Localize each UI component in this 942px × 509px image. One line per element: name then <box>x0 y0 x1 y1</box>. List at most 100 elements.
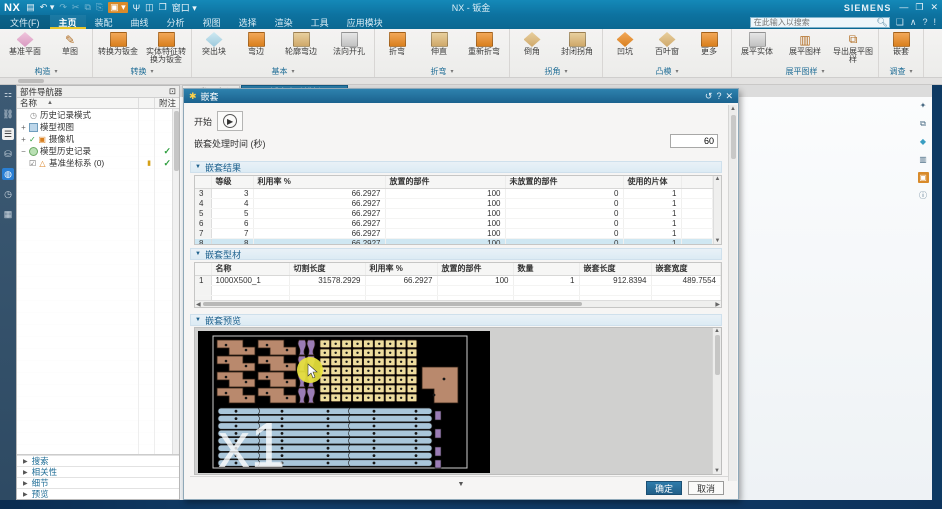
ribbon-button-dimple[interactable]: 凹坑 <box>606 31 644 56</box>
preview-scrollbar[interactable]: ▲ ▼ <box>712 328 721 474</box>
ok-button[interactable]: 确定 <box>645 481 682 495</box>
checkbox-icon[interactable]: ☑ <box>29 158 37 168</box>
table-row[interactable]: 5 5 66.2927 100 0 1 <box>195 208 713 219</box>
group-dialog-launcher-icon[interactable]: ▾ <box>564 69 568 75</box>
tree-item-cameras[interactable]: + ✓ ▣ 摄像机 <box>21 134 75 144</box>
cut-icon[interactable]: ✂ <box>71 2 80 12</box>
minimize-ribbon-icon[interactable]: ∧ <box>909 16 917 27</box>
tab-view[interactable]: 视图 <box>202 17 221 28</box>
reuse-library-icon[interactable]: ⛁ <box>4 148 12 159</box>
ribbon-button-solid-to-sheetmetal[interactable]: 实体特征转换为钣金 <box>144 31 188 65</box>
layers-icon[interactable]: ⧉ <box>920 118 926 128</box>
column-header[interactable]: 名称 <box>211 263 290 276</box>
scrollbar-thumb[interactable] <box>174 111 179 171</box>
table-row[interactable]: 3 3 66.2927 100 0 1 <box>195 188 713 199</box>
undo-icon[interactable]: ↶ ▾ <box>39 2 55 12</box>
recent-command-icon[interactable]: ▣ ▾ <box>108 2 128 13</box>
group-dialog-launcher-icon[interactable]: ▾ <box>291 69 295 75</box>
search-icon[interactable]: 🔍︎ <box>876 16 888 27</box>
cancel-button[interactable]: 取消 <box>687 481 724 495</box>
ribbon-scroll-strip[interactable] <box>0 78 942 85</box>
info-icon[interactable]: ⓘ <box>919 191 927 200</box>
system-tabs-icon[interactable]: ▦ <box>3 208 13 219</box>
stock-header-row[interactable]: 名称 切割长度 利用率 % 放置的部件 数量 嵌套长度 嵌套宽度 <box>195 263 721 276</box>
voice-command-icon[interactable]: Ψ <box>132 2 141 13</box>
ribbon-button-flat-pattern[interactable]: ▥ 展平图样 <box>789 32 821 56</box>
group-dialog-launcher-icon[interactable]: ▾ <box>54 69 58 75</box>
expand-icon[interactable]: ❏ <box>895 16 904 27</box>
tree-item-datum-csys[interactable]: ☑ △ 基准坐标系 (0) ▮ ✓ <box>29 157 171 169</box>
close-button[interactable]: ✕ <box>930 2 938 12</box>
dialog-title-bar[interactable]: ✱ 嵌套 ↺ ? ✕ <box>184 89 738 103</box>
dialog-collapse-icon[interactable]: ▼ <box>457 481 465 488</box>
surface-icon[interactable]: ◆ <box>919 137 927 146</box>
dialog-scrollbar[interactable]: ▲ <box>728 105 737 481</box>
copy-icon[interactable]: ⧉ <box>84 2 91 12</box>
ribbon-button-flat-solid[interactable]: 展平实体 <box>735 31 779 56</box>
expand-icon[interactable]: + <box>21 134 26 144</box>
save-icon[interactable]: ▤ <box>26 2 35 12</box>
tab-analysis[interactable]: 分析 <box>166 17 185 28</box>
window-cascade-icon[interactable]: ❐ <box>158 2 167 12</box>
table-row[interactable]: 4 4 66.2927 100 0 1 <box>195 198 713 209</box>
column-header[interactable] <box>195 176 212 189</box>
help-icon[interactable]: ? <box>922 17 928 27</box>
ribbon-button-more[interactable]: 更多 <box>690 31 728 56</box>
tab-curve[interactable]: 曲线 <box>130 17 149 28</box>
group-dialog-launcher-icon[interactable]: ▾ <box>450 69 454 75</box>
scroll-up-icon[interactable]: ▲ <box>714 328 720 334</box>
alert-icon[interactable]: ! <box>933 17 936 27</box>
group-dialog-launcher-icon[interactable]: ▾ <box>821 69 825 75</box>
column-header[interactable]: 使用的片体 <box>623 176 682 189</box>
column-header[interactable]: 未放置的部件 <box>505 176 624 189</box>
table-row[interactable]: 8 8 66.2927 100 0 1 <box>195 238 713 244</box>
ribbon-button-convert-to-sheetmetal[interactable]: 转换为钣金 <box>96 31 140 56</box>
constraint-navigator-icon[interactable]: ⛓︎ <box>2 108 14 119</box>
column-header[interactable]: 放置的部件 <box>385 176 506 189</box>
collapse-icon[interactable]: − <box>21 146 26 156</box>
section-preview[interactable]: ▶ 预览 <box>17 488 179 499</box>
window-menu[interactable]: 窗口 ▾ <box>171 3 197 13</box>
scrollbar-thumb[interactable] <box>714 335 720 375</box>
column-header[interactable]: 利用率 % <box>253 176 386 189</box>
column-note[interactable]: 附注 <box>158 98 176 108</box>
scroll-up-icon[interactable]: ▲ <box>714 176 721 182</box>
section-dependencies[interactable]: ▶ 相关性 <box>17 466 179 477</box>
tree-item-model-history[interactable]: − 模型历史记录 ✓ <box>21 145 171 157</box>
group-dialog-launcher-icon[interactable]: ▾ <box>909 69 913 75</box>
ribbon-button-normal-cutout[interactable]: 法向开孔 <box>327 31 371 56</box>
section-search[interactable]: ▶ 搜索 <box>17 455 179 466</box>
scrollbar-thumb[interactable] <box>730 115 736 159</box>
file-menu[interactable]: 文件(F) <box>0 15 50 29</box>
web-browser-icon[interactable]: ◍ <box>2 168 14 180</box>
scroll-left-icon[interactable]: ◀ <box>196 302 201 308</box>
command-search-input[interactable] <box>749 16 890 28</box>
column-header[interactable]: 等级 <box>211 176 254 189</box>
ribbon-button-nesting[interactable]: 嵌套 <box>882 31 920 56</box>
column-header[interactable] <box>681 176 713 189</box>
close-dialog-icon[interactable]: ✕ <box>725 90 733 101</box>
tree-item-history-mode[interactable]: ◷ 历史记录模式 <box>30 110 92 120</box>
reset-icon[interactable]: ↺ <box>704 90 713 101</box>
paste-icon[interactable]: ⎘ <box>95 2 104 12</box>
assembly-navigator-icon[interactable]: ⚏ <box>3 88 13 99</box>
dock-icon[interactable]: ⊡ <box>168 86 176 96</box>
navigator-column-headers[interactable]: 名称 ▲ 附注 <box>17 98 179 109</box>
tree-item-model-views[interactable]: + 模型视图 <box>21 122 75 132</box>
ribbon-button-rebend[interactable]: 重新折弯 <box>462 31 506 56</box>
ribbon-button-bend[interactable]: 折弯 <box>378 31 416 56</box>
ribbon-button-closed-corner[interactable]: 封闭拐角 <box>555 31 599 56</box>
redo-icon[interactable]: ↷ <box>59 2 67 12</box>
ribbon-button-louver[interactable]: 百叶窗 <box>648 31 686 56</box>
start-nesting-button[interactable]: ▶ <box>217 111 244 131</box>
touch-mode-icon[interactable]: ◫ <box>145 2 154 12</box>
tab-home[interactable]: 主页 <box>49 15 86 29</box>
stock-table-hscrollbar[interactable]: ◀ ▶ <box>195 300 721 307</box>
ribbon-button-datum-plane[interactable]: 基准平面 <box>3 31 47 56</box>
results-table-scrollbar[interactable]: ▲ ▼ <box>713 176 721 244</box>
tab-application[interactable]: 应用模块 <box>346 17 383 28</box>
scroll-up-icon[interactable]: ▲ <box>730 106 736 112</box>
part-navigator-icon[interactable]: ☰ <box>2 128 14 140</box>
section-nesting-results[interactable]: ▼ 嵌套结果 <box>190 161 722 173</box>
ribbon-scroll-thumb[interactable] <box>18 79 44 83</box>
